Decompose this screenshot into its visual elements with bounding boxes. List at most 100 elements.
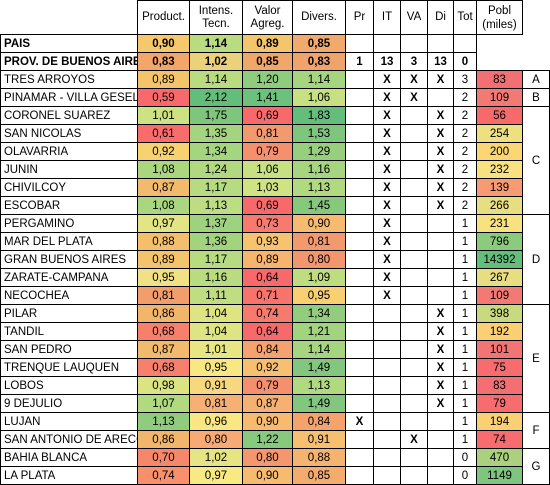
criterion-mark: X — [400, 70, 428, 89]
indicator-value: 0,95 — [189, 358, 243, 377]
header-it: IT — [373, 0, 401, 35]
criterion-mark — [400, 412, 428, 431]
criterion-mark — [345, 232, 374, 251]
criterion-mark: X — [427, 106, 454, 125]
total-count: 2 — [453, 160, 477, 179]
criterion-mark — [345, 268, 374, 287]
table-row: SAN PEDRO 0,87 1,01 0,84 1,14 X 1 101 — [0, 340, 550, 359]
criterion-mark: X — [373, 268, 401, 287]
criterion-mark — [345, 358, 374, 377]
city-name: TRENQUE LAUQUEN — [0, 358, 138, 377]
total-count: 1 — [453, 322, 477, 341]
indicator-value: 0,89 — [242, 250, 293, 269]
indicator-value: 0,90 — [242, 466, 293, 485]
table-row: ZARATE-CAMPANA 0,95 1,16 0,64 1,09 X 1 267 — [0, 268, 550, 287]
total-count: 1 — [453, 214, 477, 233]
indicator-value: 0,89 — [137, 250, 190, 269]
total-count: 0 — [453, 466, 477, 485]
total-count: 2 — [453, 124, 477, 143]
criterion-mark — [400, 214, 428, 233]
criterion-mark — [373, 340, 401, 359]
indicator-value: 1,41 — [242, 88, 293, 107]
header-va: VA — [400, 0, 428, 35]
criterion-mark — [427, 430, 454, 449]
indicator-value: 0,83 — [292, 52, 346, 71]
indicator-value: 1,01 — [137, 106, 190, 125]
city-name: JUNIN — [0, 160, 138, 179]
criterion-mark — [373, 322, 401, 341]
population-value: 231 — [476, 214, 523, 233]
city-name: BAHIA BLANCA — [0, 448, 138, 467]
indicator-value: 0,71 — [242, 286, 293, 305]
criterion-mark — [427, 214, 454, 233]
criterion-mark — [345, 448, 374, 467]
count-value: 13 — [427, 52, 454, 71]
indicator-value: 0,68 — [137, 322, 190, 341]
indicator-value: 0,91 — [189, 376, 243, 395]
criterion-mark — [427, 448, 454, 467]
header-productividad: Product. — [137, 0, 190, 35]
criterion-mark — [345, 322, 374, 341]
total-count: 2 — [453, 88, 477, 107]
city-name: SAN ANTONIO DE ARECO — [0, 430, 138, 449]
criterion-mark — [400, 304, 428, 323]
indicator-value: 0,87 — [137, 340, 190, 359]
total-count: 1 — [453, 412, 477, 431]
indicator-value: 1,13 — [189, 196, 243, 215]
group-label: C — [522, 106, 550, 215]
indicator-value: 1,07 — [137, 394, 190, 413]
criterion-mark — [400, 448, 428, 467]
indicator-value: 1,04 — [189, 322, 243, 341]
criterion-mark — [400, 196, 428, 215]
table-row: SAN NICOLAS 0,61 1,35 0,81 1,53 X X 2 254 — [0, 124, 550, 143]
criterion-mark: X — [373, 232, 401, 251]
city-name: CORONEL SUAREZ — [0, 106, 138, 125]
table-row: TRES ARROYOS 0,89 1,14 1,20 1,14 X X X 3 83 A — [0, 70, 550, 89]
criterion-mark: X — [427, 358, 454, 377]
total-count: 1 — [453, 340, 477, 359]
indicator-value: 0,74 — [242, 304, 293, 323]
count-value — [427, 34, 454, 53]
population-value: 796 — [476, 232, 523, 251]
indicator-value: 1,49 — [292, 358, 346, 377]
count-value: 3 — [400, 52, 428, 71]
indicator-value: 0,97 — [137, 214, 190, 233]
table-row: GRAN BUENOS AIRES 0,89 1,17 0,89 0,80 X 1 14392 — [0, 250, 550, 269]
indicator-value: 0,97 — [189, 466, 243, 485]
indicator-value: 1,24 — [189, 160, 243, 179]
count-value: 1 — [345, 52, 374, 71]
total-count: 2 — [453, 142, 477, 161]
header-tot: Tot — [453, 0, 477, 35]
criterion-mark: X — [373, 196, 401, 215]
indicator-value: 0,86 — [137, 304, 190, 323]
city-name: ZARATE-CAMPANA — [0, 268, 138, 287]
criterion-mark: X — [373, 88, 401, 107]
table-row: LUJAN 1,13 0,96 0,90 0,84 X 1 194 F — [0, 412, 550, 449]
criterion-mark — [345, 214, 374, 233]
criterion-mark — [400, 268, 428, 287]
indicator-value: 1,08 — [137, 196, 190, 215]
criterion-mark — [400, 160, 428, 179]
criterion-mark: X — [427, 142, 454, 161]
criterion-mark: X — [427, 196, 454, 215]
criterion-mark — [373, 358, 401, 377]
header-valor-agregado: Valor Agreg. — [242, 0, 293, 35]
table-row: 9 DEJULIO 1,07 0,81 0,87 1,49 X 1 79 — [0, 394, 550, 413]
region-name: PAIS — [0, 34, 138, 53]
indicator-value: 0,88 — [292, 448, 346, 467]
indicator-value: 0,80 — [189, 430, 243, 449]
header-blank-cell — [0, 0, 138, 35]
group-blank — [477, 53, 523, 71]
population-value: 75 — [476, 358, 523, 377]
count-value — [373, 34, 401, 53]
criterion-mark: X — [373, 214, 401, 233]
table-row: TRENQUE LAUQUEN 0,68 0,95 0,92 1,49 X 1 75 — [0, 358, 550, 377]
city-name: SAN PEDRO — [0, 340, 138, 359]
city-name: NECOCHEA — [0, 286, 138, 305]
criterion-mark — [400, 466, 428, 485]
indicator-value: 0,93 — [242, 232, 293, 251]
criterion-mark — [427, 88, 454, 107]
city-name: 9 DEJULIO — [0, 394, 138, 413]
total-count: 1 — [453, 376, 477, 395]
